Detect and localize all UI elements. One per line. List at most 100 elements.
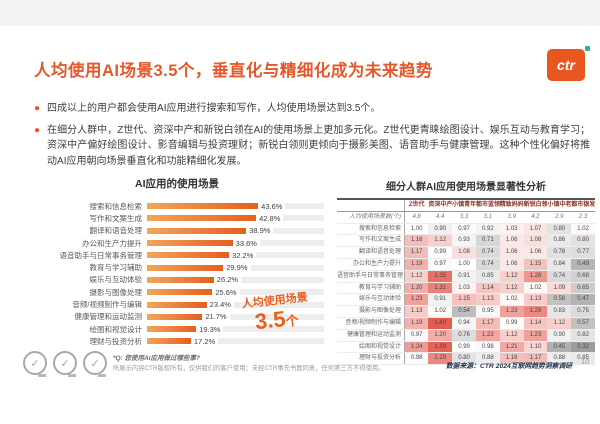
- annotation-unit: 个: [284, 312, 300, 329]
- bar: [147, 264, 224, 271]
- heatmap-cell: 1.13: [404, 305, 429, 318]
- heatmap-average-row: 人均使用场景数(个) 4.8 4.4 3.3 3.1 3.9 4.2 2.9 2.3: [337, 211, 595, 224]
- bullet-list: ● 四成以上的用户都会使用AI应用进行搜索和写作，人均使用场景达到3.5个。 ●…: [34, 101, 590, 175]
- heatmap-cell: 0.95: [475, 305, 500, 318]
- bar-row: 搜索和信息检索 43.6%: [30, 200, 324, 212]
- heatmap-row-label: 音频/视频制作与编辑: [337, 317, 405, 330]
- heatmap-cell: 1.12: [499, 270, 524, 283]
- heatmap-cell: 0.94: [452, 317, 476, 330]
- heatmap-cell: 1.15: [452, 293, 476, 307]
- heatmap-cell: 0.88: [475, 352, 500, 366]
- heatmap-cell: 1.19: [404, 317, 429, 330]
- bar: [147, 203, 259, 210]
- heatmap-cell: 0.65: [571, 282, 595, 295]
- bullet-text: 四成以上的用户都会使用AI应用进行搜索和写作，人均使用场景达到3.5个。: [47, 103, 381, 114]
- heatmap-cell: 1.00: [404, 223, 429, 236]
- heatmap-row-label: 娱乐与互动体验: [337, 293, 405, 307]
- bar-category-label: 写作和文案生成: [89, 213, 143, 223]
- heatmap-cell: 1.08: [452, 246, 476, 259]
- bar-track: [239, 289, 324, 296]
- bar-category-label: 绘图和视觉设计: [89, 324, 143, 334]
- heatmap-cell: 0.91: [428, 293, 453, 307]
- bar: [147, 276, 214, 283]
- heatmap-cell: 0.32: [571, 341, 595, 354]
- heatmap-row-label: 翻译和语音处理: [337, 246, 405, 259]
- heatmap-cell: 1.14: [523, 317, 548, 330]
- heatmap-cell: 1.02: [499, 293, 524, 307]
- heatmap-column-header: 小镇青年: [452, 197, 476, 212]
- heatmap-cell: 0.49: [571, 258, 595, 271]
- heatmap-cell: 0.45: [547, 341, 572, 354]
- heatmap-row: 理财与投资分析 0.98 1.29 0.80 0.88 1.16 1.17 0.88 0.85: [337, 352, 595, 366]
- heatmap-cell: 0.80: [571, 234, 595, 248]
- heatmap-column-header: 都市蓝领: [475, 197, 500, 212]
- bar-track: [241, 276, 324, 283]
- heatmap-cell: 0.58: [547, 293, 572, 307]
- bar-track: [218, 338, 324, 345]
- bar-category-label: 健康管理和运动监测: [74, 312, 143, 322]
- heatmap-cell: 0.91: [452, 270, 476, 283]
- bar: [147, 338, 191, 345]
- bar: [147, 301, 207, 308]
- heatmap-column-header: 精致妈妈: [499, 197, 524, 212]
- bar-row: 教育与学习辅助 29.9%: [30, 261, 324, 273]
- bar-category-label: 翻译和语音处理: [89, 226, 143, 236]
- bar-category-label: 理财与投资分析: [89, 336, 143, 346]
- heatmap-row-label: 理财与投资分析: [337, 352, 405, 366]
- certification-badge-icon: ✓: [53, 351, 77, 377]
- heatmap-cell: 0.93: [452, 234, 476, 248]
- heatmap-cell: 1.13: [475, 293, 500, 307]
- heatmap-cell: 1.03: [452, 282, 476, 295]
- logo-dot: [585, 46, 590, 51]
- heatmap-row: 音频/视频制作与编辑 1.19 1.40 0.94 1.17 0.99 1.14 1.12 0.…: [337, 317, 595, 330]
- heatmap-cell: 1.14: [475, 282, 500, 295]
- heatmap-average-cell: 4.4: [428, 211, 453, 224]
- bar-category-label: 摄影与图像处理: [89, 287, 143, 297]
- heatmap-cell: 0.99: [452, 341, 476, 354]
- heatmap-cell: 1.09: [547, 282, 572, 295]
- heatmap-cell: 1.00: [452, 258, 476, 271]
- survey-question-note: *Q: 您使用AI应用做过哪些事?: [113, 355, 201, 362]
- bar-category-label: 语音助手与日常事务管理: [59, 250, 143, 260]
- bar: [147, 227, 247, 234]
- heatmap-row: 绘图和视觉设计 1.24 1.39 0.99 0.98 1.21 1.10 0.45 0.32: [337, 341, 595, 354]
- heatmap-row: 办公和生产力提升 1.19 0.97 1.00 0.74 1.06 1.15 0.84 0.49: [337, 258, 595, 271]
- heatmap-cell: 0.76: [452, 329, 476, 342]
- heatmap-cell: 1.02: [571, 223, 595, 236]
- heatmap-cell: 1.21: [499, 341, 524, 354]
- ctr-logo: ctr: [547, 46, 590, 81]
- heatmap-row-label: 语音助手与日常事务管理: [337, 270, 405, 283]
- heatmap-row-label: 健康管理和运动监测: [337, 329, 405, 342]
- heatmap-cell: 0.98: [404, 352, 429, 366]
- copyright-disclaimer: 所展示内容CTR版权所有，仅供我们的客户使用；未经CTR事先书面同意，任何第三方…: [113, 365, 385, 372]
- bar: [147, 289, 213, 296]
- heatmap-cell: 1.31: [428, 282, 453, 295]
- heatmap-cell: 1.23: [404, 293, 429, 307]
- bar: [147, 252, 230, 259]
- heatmap-cell: 1.06: [499, 258, 524, 271]
- heatmap-cell: 0.80: [547, 223, 572, 236]
- heatmap-cell: 0.97: [452, 223, 476, 236]
- heatmap-row: 翻译和语音处理 1.17 0.99 1.08 0.74 1.06 1.06 0.78 0.77: [337, 246, 595, 259]
- heatmap-row: 教育与学习辅助 1.20 1.31 1.03 1.14 1.12 1.02 1.09 0.65: [337, 282, 595, 295]
- heatmap-row-label: 搜索和信息检索: [337, 223, 405, 236]
- data-source: 数据来源：CTR 2024互联网趋势洞察调研: [445, 363, 572, 370]
- bar-value-label: 17.2%: [193, 336, 216, 346]
- heatmap-cell: 0.57: [571, 317, 595, 330]
- bar-row: 办公和生产力提升 33.6%: [30, 237, 324, 249]
- bar-track: [223, 326, 324, 333]
- bar-value-label: 19.3%: [199, 324, 221, 334]
- bar-row: 语音助手与日常事务管理 32.2%: [30, 249, 324, 261]
- heatmap-row: 语音助手与日常事务管理 1.12 1.35 0.91 0.85 1.12 1.26 0.74 0…: [337, 270, 595, 283]
- bar-category-label: 音频/视频制作与编辑: [72, 300, 142, 310]
- bar: [147, 313, 203, 320]
- heatmap-cell: 1.20: [404, 282, 429, 295]
- heatmap-table: Z世代资深中产小镇青年都市蓝领精致妈妈新锐白领小镇中老年都市银发人均使用场景数(…: [337, 197, 595, 366]
- heatmap-cell: 0.99: [428, 246, 453, 259]
- segments-heatmap-panel: 细分人群AI应用使用场景显著性分析 Z世代 资深中产 小镇青年 都市蓝领 精致妈妈 新锐白…: [337, 178, 595, 366]
- heatmap-cell: 1.17: [523, 352, 548, 366]
- heatmap-cell: 1.17: [404, 246, 429, 259]
- heatmap-cell: 1.17: [475, 317, 500, 330]
- heatmap-cell: 0.54: [452, 305, 476, 318]
- bar-track: [283, 215, 324, 222]
